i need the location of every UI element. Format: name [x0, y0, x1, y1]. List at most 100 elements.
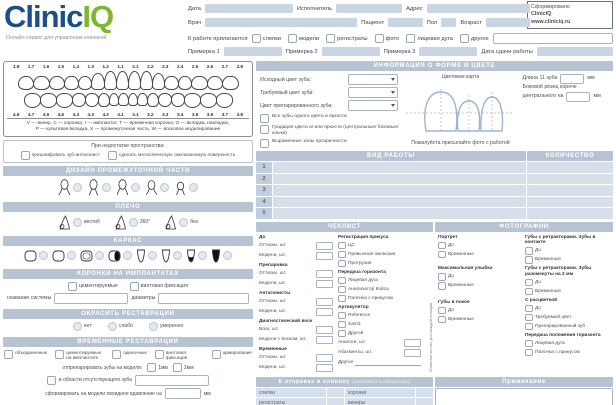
photo-option[interactable]: Временные — [438, 250, 520, 259]
system-name-field[interactable] — [54, 292, 129, 304]
doctor-field[interactable] — [205, 18, 358, 27]
attachment-option[interactable]: другое — [459, 34, 489, 43]
checkbox-icon[interactable] — [20, 150, 30, 160]
checkbox-icon[interactable] — [260, 125, 269, 134]
checkbox-icon[interactable] — [525, 256, 533, 264]
tooth-shape[interactable] — [199, 93, 217, 108]
fitting3-field[interactable] — [419, 47, 478, 56]
tooth-shape[interactable] — [103, 71, 117, 90]
radio-icon[interactable] — [39, 251, 48, 261]
shipment-count-cell[interactable] — [327, 398, 344, 405]
radio-icon[interactable] — [95, 251, 104, 261]
framework-option[interactable] — [24, 250, 48, 262]
diameters-field[interactable] — [158, 292, 249, 304]
tooth-shape[interactable] — [23, 93, 41, 108]
checkbox-icon[interactable] — [459, 34, 469, 43]
quantity-cell[interactable] — [527, 162, 613, 173]
attachment-option[interactable]: фото — [374, 34, 399, 43]
tooth-shape[interactable] — [97, 93, 110, 107]
tooth-shape[interactable] — [39, 93, 57, 108]
checklist-option[interactable]: Протрузия — [338, 259, 421, 268]
photo-option[interactable]: Палочка с прикусом — [525, 348, 611, 357]
tooth-shape[interactable] — [206, 76, 223, 90]
attachment-other-input[interactable] — [492, 33, 613, 44]
checkbox-icon[interactable] — [338, 311, 346, 320]
color-select[interactable] — [348, 87, 399, 98]
attachment-option[interactable]: модели — [287, 34, 319, 43]
temporary-option[interactable]: одиночные — [112, 349, 147, 360]
tooth-shape[interactable] — [77, 76, 92, 90]
radio-icon[interactable] — [128, 217, 138, 227]
quantity-cell[interactable] — [527, 208, 613, 219]
work-type-cell[interactable] — [273, 208, 526, 219]
radio-icon[interactable] — [148, 321, 158, 331]
count-box[interactable] — [316, 363, 333, 373]
photo-option[interactable]: Временные — [438, 282, 520, 290]
tooth-shape[interactable] — [146, 93, 159, 107]
radio-icon[interactable] — [67, 251, 76, 261]
executor-field[interactable] — [336, 4, 402, 13]
count-box[interactable] — [316, 269, 333, 279]
shoulder-option[interactable]: 360° — [114, 215, 150, 230]
framework-option[interactable] — [108, 250, 132, 262]
radio-icon[interactable] — [107, 321, 117, 331]
tooth-shape[interactable] — [33, 76, 50, 90]
checkbox-icon[interactable] — [438, 315, 446, 324]
tooth11-length-field[interactable] — [560, 74, 585, 84]
tooth-shape[interactable] — [151, 73, 165, 90]
pontic-option[interactable] — [58, 179, 82, 196]
photo-option[interactable]: До — [525, 278, 611, 287]
framework-option[interactable] — [80, 250, 104, 262]
temporary-option[interactable]: винтовая фиксация — [154, 349, 204, 360]
temporary-option[interactable]: цементируемые на имплантате — [55, 349, 104, 360]
photo-option[interactable]: Препарированный зуб — [525, 322, 611, 331]
radio-icon[interactable] — [179, 217, 189, 227]
count-box[interactable] — [316, 325, 333, 335]
photo-option[interactable]: Требуемый цвет — [525, 313, 611, 322]
staining-option[interactable]: нет — [72, 321, 92, 331]
color-select[interactable] — [348, 74, 399, 85]
due-date-field[interactable] — [536, 47, 613, 56]
missing-tooth-checkbox[interactable] — [47, 375, 57, 385]
prep-option-2mm[interactable]: 2мм — [172, 363, 194, 373]
count-box[interactable] — [316, 307, 333, 317]
checklist-option[interactable]: Лицевая дуга — [338, 276, 421, 285]
address-field[interactable] — [426, 4, 530, 13]
fitting2-field[interactable] — [321, 47, 380, 56]
radio-icon[interactable] — [72, 321, 82, 331]
checkbox-icon[interactable] — [338, 294, 346, 303]
attachment-option[interactable]: регистраты — [326, 34, 368, 43]
photo-option[interactable]: Лицевая дуга — [525, 339, 611, 348]
tooth-shape[interactable] — [139, 71, 153, 90]
space-lack-option[interactable]: сделать металлическую окклюзионную повер… — [107, 150, 235, 160]
pontic-option[interactable] — [174, 179, 198, 196]
work-type-cell[interactable] — [273, 185, 526, 196]
count-box[interactable] — [316, 251, 333, 261]
other-field[interactable] — [355, 359, 421, 367]
tooth-shape[interactable] — [84, 93, 99, 107]
color-check-option[interactable]: Все зубы одного цвета и яркости — [260, 113, 398, 123]
checkbox-icon[interactable] — [438, 306, 446, 315]
shipment-count-cell[interactable] — [416, 398, 433, 405]
radio-icon[interactable] — [173, 251, 182, 261]
checkbox-icon[interactable] — [374, 34, 384, 43]
tooth-shape[interactable] — [183, 93, 201, 108]
tooth-shape[interactable] — [215, 93, 233, 108]
radio-icon[interactable] — [102, 182, 111, 192]
missing-tooth-field[interactable] — [134, 374, 209, 386]
temporary-option[interactable]: армирование — [211, 349, 252, 360]
checkbox-icon[interactable] — [338, 241, 346, 250]
checkbox-icon[interactable] — [251, 34, 261, 43]
count-box[interactable] — [316, 297, 333, 307]
checklist-option[interactable]: Другой — [338, 329, 421, 338]
radio-icon[interactable] — [160, 182, 169, 192]
checkbox-icon[interactable] — [338, 276, 346, 285]
prep-option-1mm[interactable]: 1мм — [147, 363, 168, 373]
checkbox-icon[interactable] — [525, 287, 533, 296]
pontic-option[interactable] — [116, 179, 140, 196]
count-box[interactable] — [316, 241, 333, 251]
gender-field[interactable] — [441, 18, 457, 27]
tooth-shape[interactable] — [64, 76, 79, 90]
color-check-option[interactable]: Градация цвета и/ или яркости (центральн… — [260, 125, 398, 137]
checkbox-icon[interactable] — [55, 349, 65, 359]
